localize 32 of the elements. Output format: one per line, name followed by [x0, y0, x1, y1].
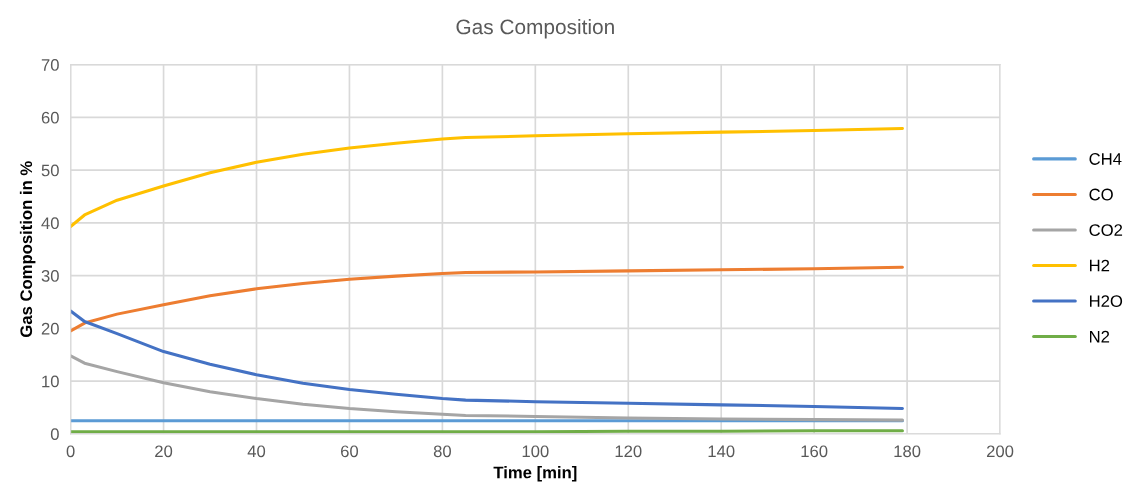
legend-label: H2O	[1090, 295, 1123, 308]
x-tick-label: 80	[433, 445, 452, 458]
legend-label: N2	[1090, 330, 1110, 343]
x-tick-label: 120	[615, 445, 642, 458]
y-tick-label: 0	[50, 428, 59, 441]
x-tick-label: 200	[986, 445, 1014, 458]
y-tick-label: 10	[42, 375, 59, 388]
y-tick-label: 50	[41, 164, 59, 177]
legend-label: CO2	[1089, 224, 1123, 236]
chart-title: Gas Composition	[456, 18, 614, 39]
legend-label: CH4	[1089, 153, 1122, 165]
x-tick-label: 100	[522, 445, 549, 458]
legend-label: H2	[1090, 259, 1110, 272]
x-tick-label: 40	[247, 445, 266, 458]
x-tick-label: 160	[801, 445, 828, 458]
line-series	[70, 354, 904, 422]
y-tick-label: 70	[41, 59, 59, 71]
x-tick-label: 0	[66, 445, 75, 458]
x-axis-title: Time [min]	[493, 466, 577, 482]
line-series	[70, 309, 904, 411]
y-tick-label: 40	[41, 217, 59, 230]
y-tick-label: 30	[41, 270, 59, 282]
line-series	[70, 265, 904, 333]
y-tick-label: 60	[41, 111, 59, 124]
y-tick-label: 20	[41, 322, 59, 335]
x-tick-label: 140	[708, 445, 735, 458]
x-tick-label: 20	[155, 445, 173, 458]
x-tick-label: 180	[894, 445, 921, 458]
line-series	[70, 126, 904, 229]
legend-label: CO	[1089, 188, 1113, 201]
x-tick-label: 60	[341, 445, 359, 458]
y-axis-title: Gas Composition in %	[19, 161, 36, 337]
